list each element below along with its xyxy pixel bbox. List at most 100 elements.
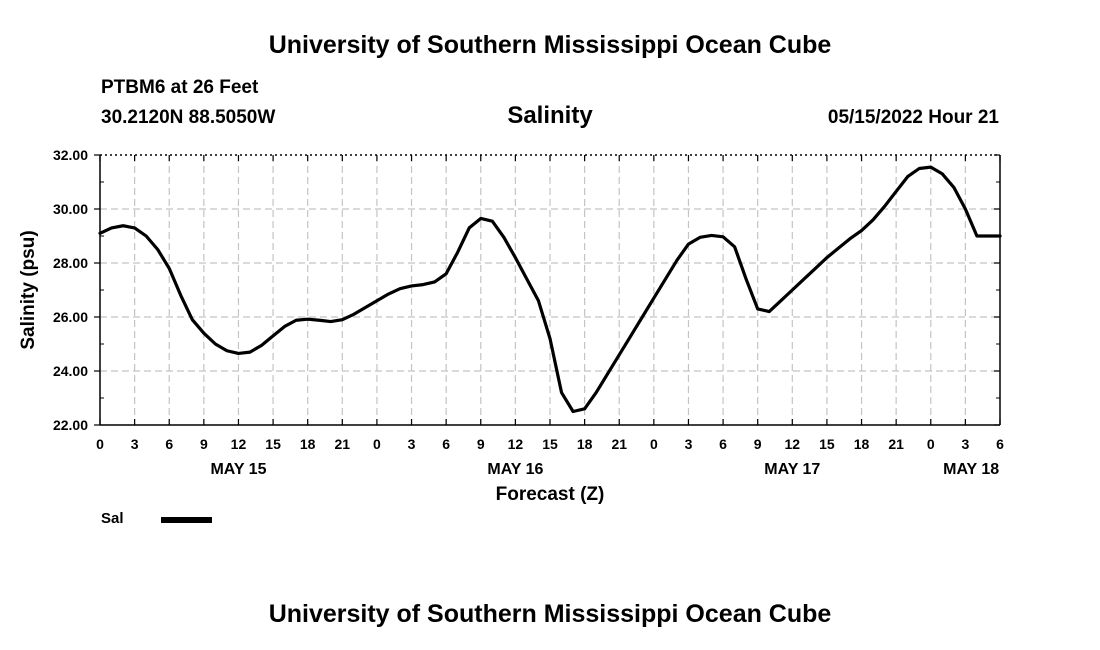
series-layer [98,165,1002,414]
y-axis-title: Salinity (psu) [18,230,39,349]
data-point [687,243,690,245]
data-point [353,313,355,315]
x-tick-label: 18 [577,436,593,452]
data-point [249,351,251,353]
x-tick-label: 6 [442,436,450,452]
grid [100,155,1000,425]
data-point [814,267,816,269]
data-point [491,220,493,222]
data-point [780,300,782,302]
data-point [734,246,736,248]
data-point [630,335,632,337]
x-tick-label: 0 [927,436,935,452]
valid-time-label: 05/15/2022 Hour 21 [827,107,999,128]
data-point [434,281,436,283]
y-tick-label: 26.00 [53,309,88,325]
data-point [837,247,840,249]
data-point [791,289,793,291]
data-point [168,267,170,269]
x-tick-label: 21 [611,436,627,452]
data-point [284,325,286,328]
data-point [445,273,447,275]
data-point [318,319,320,321]
data-point [584,408,586,410]
axes [94,154,1001,426]
data-point [930,166,932,168]
coordinates-label: 30.2120N 88.5050W [101,107,276,128]
x-tick-label: 15 [542,436,558,452]
data-point [537,300,540,302]
data-point [757,308,759,310]
data-point [457,251,459,253]
data-point [410,285,413,287]
data-point [110,227,113,229]
x-date-label: MAY 15 [210,461,266,478]
x-date-label: MAY 16 [487,461,543,478]
data-point [503,236,505,238]
y-tick-label: 30.00 [53,201,88,217]
data-point [180,294,182,296]
axis-labels: 22.00 24.00 26.00 28.00 30.00 32.00 0 3 6 9 12 15 18… [18,147,1004,505]
data-point [653,297,655,299]
data-point [641,316,643,318]
x-tick-label: 15 [265,436,281,452]
data-point [860,230,863,232]
data-point [987,235,990,237]
x-date-label: MAY 18 [943,461,999,478]
x-tick-label: 6 [719,436,727,452]
data-point [907,176,909,178]
data-point [226,350,228,352]
data-point [122,225,124,227]
data-point [157,248,159,251]
x-tick-label: 18 [300,436,316,452]
data-point [560,392,563,394]
data-point [745,278,747,280]
data-point [526,278,528,280]
x-date-label: MAY 17 [764,461,820,478]
x-tick-label: 3 [961,436,969,452]
data-point [387,293,390,295]
x-tick-label: 0 [650,436,658,452]
data-point [295,319,297,321]
data-point [307,318,309,320]
x-tick-label: 12 [785,436,801,452]
data-point [145,235,147,237]
data-point [964,208,966,210]
data-point [330,320,332,323]
data-point [618,354,620,356]
station-label: PTBM6 at 26 Feet [101,77,259,98]
data-point [364,306,366,309]
x-tick-label: 9 [754,436,762,452]
y-tick-label: 22.00 [53,417,88,433]
y-tick-label: 24.00 [53,363,88,379]
data-point [826,257,828,259]
x-tick-label: 9 [200,436,208,452]
data-point [376,300,378,302]
page-title: University of Southern Mississippi Ocean… [268,31,832,59]
data-point [514,257,516,259]
data-point [918,167,920,170]
x-tick-label: 18 [854,436,870,452]
x-tick-label: 3 [131,436,139,452]
data-point [237,352,240,355]
x-tick-label: 0 [96,436,104,452]
data-point [941,173,943,175]
data-point [722,236,724,238]
x-tick-label: 21 [335,436,351,452]
data-point [422,284,424,286]
x-tick-label: 6 [165,436,173,452]
x-tick-label: 0 [373,436,381,452]
data-point [399,288,401,290]
data-point [710,234,713,237]
data-point [549,338,551,340]
legend-label: Sal [101,510,124,527]
chart-title: Salinity [507,102,593,129]
y-tick-label: 28.00 [53,255,88,271]
x-tick-label: 3 [685,436,693,452]
data-point [872,219,874,221]
footer-title: University of Southern Mississippi Ocean… [268,600,832,628]
data-point [272,335,274,337]
data-point [976,235,978,237]
data-point [203,332,205,334]
